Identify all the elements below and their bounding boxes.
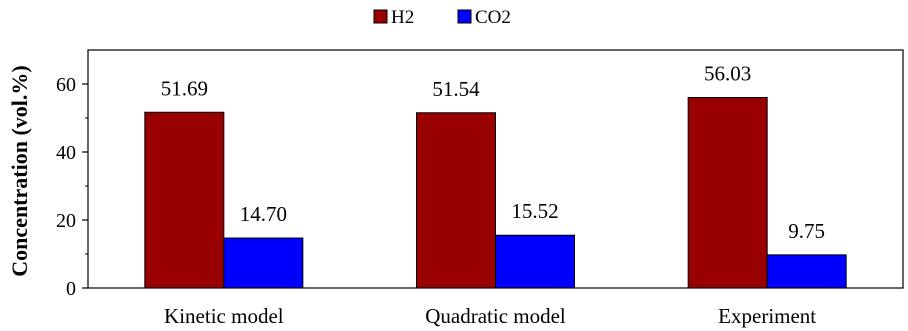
legend-swatch-h2 <box>373 9 388 24</box>
bar-co2-2 <box>495 234 575 289</box>
data-label: 51.54 <box>432 77 480 101</box>
bar-co2-3 <box>766 254 847 289</box>
y-tick-label: 40 <box>56 142 76 164</box>
bar-h2-1 <box>144 111 225 289</box>
y-axis: 0 20 40 60 <box>56 74 88 300</box>
legend-label-h2: H2 <box>391 7 414 28</box>
y-tick-label: 20 <box>56 210 76 232</box>
plot-frame <box>87 49 904 289</box>
data-label: 14.70 <box>240 202 287 226</box>
bar-co2-1 <box>223 237 304 289</box>
x-axis: Kinetic model Quadratic model Experiment <box>87 49 904 328</box>
bar-h2-2 <box>416 112 496 289</box>
data-label: 9.75 <box>788 219 825 243</box>
data-label: 56.03 <box>704 61 751 85</box>
y-axis-label: Concentration (vol.%) <box>7 65 32 276</box>
x-category-label: Kinetic model <box>164 304 284 328</box>
y-tick-label: 60 <box>56 74 76 96</box>
legend-swatch-co2 <box>457 9 472 24</box>
x-category-label: Experiment <box>718 304 816 328</box>
bar-h2-3 <box>687 96 768 289</box>
bars: 51.69 14.70 51.54 15.52 56.03 9.75 <box>144 61 847 289</box>
y-tick-label: 0 <box>66 278 76 300</box>
legend: H2 CO2 <box>373 7 511 28</box>
data-label: 15.52 <box>511 199 558 223</box>
x-category-label: Quadratic model <box>425 304 566 328</box>
legend-label-co2: CO2 <box>475 7 511 28</box>
data-label: 51.69 <box>161 76 208 100</box>
